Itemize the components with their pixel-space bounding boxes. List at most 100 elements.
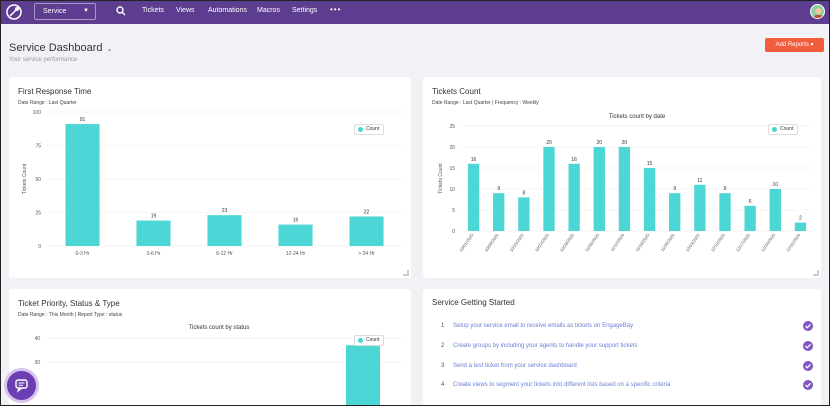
nav-automations[interactable]: Automations bbox=[208, 7, 247, 14]
data-label: 16 bbox=[471, 157, 477, 163]
x-tick-label: 11/19/2020 bbox=[634, 232, 650, 252]
y-tick-label: 30 bbox=[34, 360, 40, 366]
user-avatar-icon bbox=[813, 8, 824, 18]
bar bbox=[568, 163, 580, 231]
legend-swatch bbox=[358, 127, 363, 132]
data-label: 15 bbox=[647, 161, 653, 167]
data-label: 6 bbox=[749, 199, 752, 205]
data-label: 91 bbox=[80, 117, 86, 123]
chart-legend[interactable]: Count bbox=[354, 124, 385, 135]
more-menu-icon[interactable]: ••• bbox=[330, 5, 342, 14]
data-label: 23 bbox=[222, 208, 228, 214]
legend-swatch bbox=[772, 127, 777, 132]
card-date-range: Date Range : Last Quarter bbox=[18, 100, 77, 106]
x-tick-label: 12/03/2020 bbox=[685, 232, 702, 253]
bar bbox=[349, 216, 384, 246]
chart-legend[interactable]: Count bbox=[354, 335, 385, 346]
x-tick-label: 11/12/2020 bbox=[609, 232, 625, 252]
data-label: 2 bbox=[799, 216, 802, 222]
first-response-time-chart: 0 25 50 75 100 Tickets Count 91 0-3 Hr 19 3-6 Hr 2… bbox=[22, 110, 402, 257]
y-axis-label: Tickets Count bbox=[438, 163, 444, 194]
y-tick-label: 50 bbox=[35, 177, 41, 183]
x-tick-label: 11/26/2020 bbox=[660, 232, 676, 252]
nav-views[interactable]: Views bbox=[176, 7, 195, 14]
search-icon[interactable] bbox=[116, 6, 126, 16]
x-tick-label: 11/05/2020 bbox=[584, 232, 600, 252]
ticket-status-chart: Tickets count by status304037 bbox=[34, 325, 402, 406]
checklist-link[interactable]: Send a test ticket from your service das… bbox=[453, 363, 577, 369]
bar bbox=[543, 147, 555, 231]
bar bbox=[136, 220, 171, 246]
x-tick-label: 12-24 Hr bbox=[286, 251, 306, 257]
y-tick-label: 5 bbox=[452, 208, 455, 214]
x-tick-label: 10/15/2020 bbox=[509, 232, 526, 253]
checklist-number: 2 bbox=[441, 343, 445, 349]
checklist-item[interactable]: 4 Create views to segment your tickets i… bbox=[432, 380, 813, 397]
checklist-item[interactable]: 1 Setup your service email to receive em… bbox=[432, 321, 813, 338]
checklist-number: 1 bbox=[441, 323, 445, 329]
chat-widget-button[interactable] bbox=[4, 368, 39, 403]
service-select-label: Service bbox=[43, 8, 67, 15]
y-tick-label: 75 bbox=[35, 144, 41, 150]
x-tick-label: 10/08/2020 bbox=[483, 232, 500, 253]
data-label: 11 bbox=[697, 178, 702, 184]
checklist-number: 3 bbox=[441, 363, 445, 369]
tickets-count-card: Tickets Count Date Range : Last Quarter … bbox=[423, 77, 821, 278]
legend-label: Count bbox=[780, 126, 794, 132]
bar bbox=[207, 215, 242, 246]
x-tick-label: 12/10/2020 bbox=[710, 232, 727, 253]
chevron-down-icon: ▼ bbox=[83, 8, 89, 14]
bar bbox=[346, 345, 380, 406]
data-label: 20 bbox=[597, 140, 603, 146]
checklist-item[interactable]: 2 Create groups by including your agents… bbox=[432, 341, 813, 358]
chart-legend[interactable]: Count bbox=[768, 124, 799, 135]
data-label: 16 bbox=[293, 218, 299, 224]
x-tick-label: 12/24/2020 bbox=[760, 232, 777, 253]
bar bbox=[518, 197, 530, 231]
x-tick-label: 10/22/2020 bbox=[534, 232, 551, 253]
card-date-range: Date Range : This Month | Report Type : … bbox=[18, 312, 123, 318]
page-subtitle: Your service performance bbox=[9, 57, 78, 63]
checklist-link[interactable]: Create views to segment your tickets int… bbox=[453, 382, 671, 388]
legend-swatch bbox=[358, 338, 363, 343]
nav-tickets[interactable]: Tickets bbox=[142, 7, 164, 14]
bar bbox=[744, 205, 756, 231]
engagebay-logo-icon[interactable] bbox=[6, 4, 22, 20]
y-tick-label: 25 bbox=[35, 211, 41, 217]
checklist-link[interactable]: Setup your service email to receive emai… bbox=[453, 323, 634, 329]
data-label: 19 bbox=[151, 214, 157, 220]
add-reports-button[interactable]: Add Reports ▾ bbox=[765, 38, 824, 52]
bar bbox=[593, 147, 605, 231]
bar bbox=[769, 189, 781, 231]
service-select[interactable]: Service ▼ bbox=[34, 3, 96, 20]
x-tick-label: 0-3 Hr bbox=[76, 251, 90, 257]
data-label: 9 bbox=[497, 186, 500, 192]
bar bbox=[794, 222, 807, 231]
card-title: Service Getting Started bbox=[432, 298, 515, 307]
bar bbox=[719, 193, 731, 231]
y-tick-label: 25 bbox=[449, 124, 455, 130]
check-circle-icon bbox=[803, 380, 813, 390]
resize-handle[interactable] bbox=[813, 270, 819, 276]
chart-title: Tickets count by date bbox=[609, 114, 666, 120]
tickets-count-chart: 0 5 10 15 20 25 Tickets Count Tickets count by … bbox=[438, 114, 813, 253]
nav-macros[interactable]: Macros bbox=[257, 7, 280, 14]
bar bbox=[643, 168, 656, 231]
x-tick-label: 10/01/2020 bbox=[458, 232, 475, 253]
data-label: 20 bbox=[622, 140, 628, 146]
page-title[interactable]: Service Dashboard ⌄ bbox=[9, 42, 112, 54]
y-axis-label: Tickets Count bbox=[22, 163, 28, 194]
chart-title: Tickets count by status bbox=[189, 325, 250, 331]
checklist-item[interactable]: 3 Send a test ticket from your service d… bbox=[432, 361, 813, 378]
data-label: 8 bbox=[522, 190, 525, 196]
resize-handle[interactable] bbox=[403, 270, 409, 276]
checklist-link[interactable]: Create groups by including your agents t… bbox=[453, 343, 638, 349]
check-circle-icon bbox=[803, 321, 813, 331]
nav-settings[interactable]: Settings bbox=[292, 7, 318, 14]
y-tick-label: 0 bbox=[452, 229, 455, 235]
y-tick-label: 40 bbox=[34, 336, 40, 342]
bar bbox=[65, 124, 100, 246]
top-nav: Service ▼ Tickets Views Automations Macr… bbox=[0, 0, 830, 24]
data-label: 10 bbox=[773, 182, 779, 188]
avatar[interactable] bbox=[810, 4, 825, 19]
